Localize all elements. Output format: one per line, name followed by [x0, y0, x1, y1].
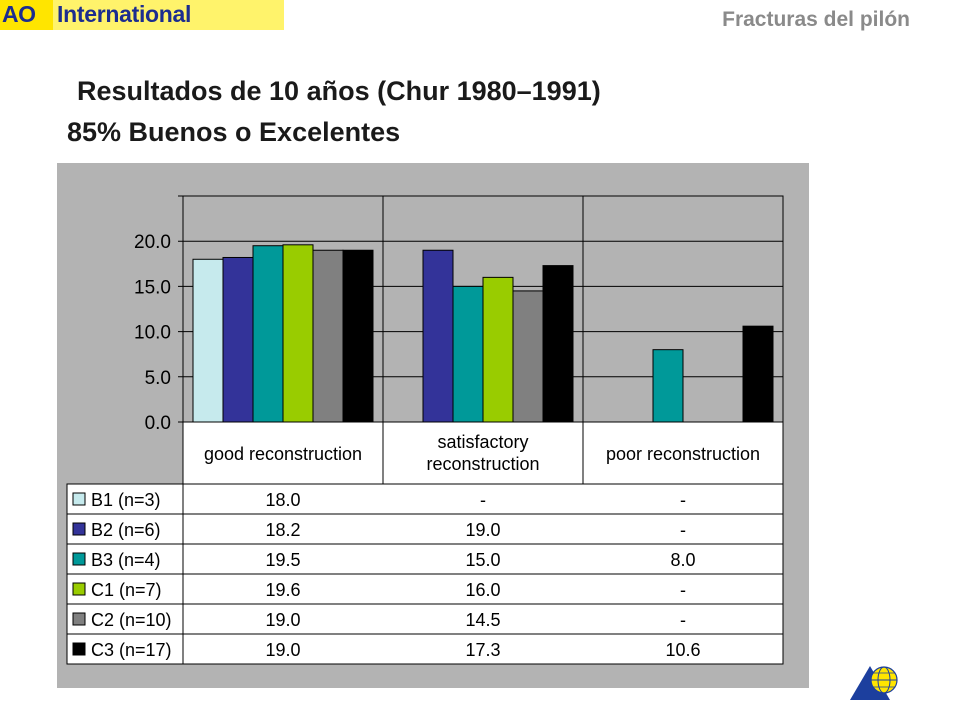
bar-b3-3 — [652, 349, 684, 423]
data-label: 14.5 — [465, 610, 500, 630]
bar-c3-2 — [542, 265, 574, 423]
data-label: 15.0 — [465, 550, 500, 570]
data-label: 19.0 — [265, 610, 300, 630]
category-label: poor reconstruction — [606, 444, 760, 464]
table-row — [66, 513, 784, 545]
series-name: B1 (n=3) — [91, 490, 161, 510]
data-table: good reconstruction satisfactoryreconstru… — [66, 421, 784, 665]
table-row — [66, 573, 784, 605]
category-label: satisfactory — [437, 432, 528, 452]
bar-b2-1 — [222, 256, 254, 423]
series-name: B2 (n=6) — [91, 520, 161, 540]
bar-c3-3 — [742, 325, 774, 423]
y-tick-label: 20.0 — [134, 232, 171, 253]
y-tick-label: 5.0 — [145, 368, 171, 389]
y-tick-label: 0.0 — [145, 413, 171, 434]
series-name: C1 (n=7) — [91, 580, 162, 600]
data-label: - — [680, 610, 686, 630]
data-label: - — [480, 490, 486, 510]
data-label: 19.6 — [265, 580, 300, 600]
data-label: 8.0 — [670, 550, 695, 570]
legend-key-b3 — [72, 552, 86, 566]
bar-c2-1 — [312, 249, 344, 423]
legend-key-c2 — [72, 612, 86, 626]
category-header-row — [182, 421, 784, 485]
bar-b1-1 — [192, 258, 224, 423]
series-name: C3 (n=17) — [91, 640, 172, 660]
table-row — [66, 543, 784, 575]
bar-b2-2 — [422, 249, 454, 423]
bar-c1-2 — [482, 276, 514, 423]
category-label: good reconstruction — [204, 444, 362, 464]
data-label: 19.0 — [465, 520, 500, 540]
table-row — [66, 633, 784, 665]
y-tick-label: 15.0 — [134, 277, 171, 298]
bar-chart-with-data-table: 0.0 5.0 10.0 15.0 20.0 good reconstruction sa… — [57, 163, 809, 688]
y-tick-label: 10.0 — [134, 323, 171, 344]
data-label: 18.2 — [265, 520, 300, 540]
table-row — [66, 483, 784, 515]
bar-c1-1 — [282, 244, 314, 423]
ao-international-logo: AO International — [0, 0, 284, 30]
bar-b3-1 — [252, 245, 284, 423]
legend-key-b2 — [72, 522, 86, 536]
series-name: B3 (n=4) — [91, 550, 161, 570]
logo-international-box: International — [53, 0, 284, 30]
chart-top-notch — [104, 158, 174, 164]
logo-ao-text: AO — [2, 1, 36, 27]
bars — [192, 244, 774, 423]
legend-key-c1 — [72, 582, 86, 596]
bar-b3-2 — [452, 285, 484, 423]
bar-c2-2 — [512, 290, 544, 423]
bar-c3-1 — [342, 249, 374, 423]
section-title: Fracturas del pilón — [722, 8, 910, 31]
data-label: 19.5 — [265, 550, 300, 570]
data-label: 17.3 — [465, 640, 500, 660]
data-label: - — [680, 490, 686, 510]
data-label: 18.0 — [265, 490, 300, 510]
slide-subtitle: 85% Buenos o Excelentes — [67, 117, 401, 147]
legend-key-b1 — [72, 492, 86, 506]
data-label: 16.0 — [465, 580, 500, 600]
data-label: - — [680, 580, 686, 600]
category-label: reconstruction — [426, 454, 539, 474]
globe-triangle-logo-icon — [850, 666, 898, 700]
table-row — [66, 603, 784, 635]
data-label: - — [680, 520, 686, 540]
legend-key-c3 — [72, 642, 86, 656]
series-name: C2 (n=10) — [91, 610, 172, 630]
data-label: 19.0 — [265, 640, 300, 660]
slide-title: Resultados de 10 años (Chur 1980–1991) — [77, 76, 601, 106]
data-label: 10.6 — [665, 640, 700, 660]
logo-international-text: International — [57, 1, 192, 27]
